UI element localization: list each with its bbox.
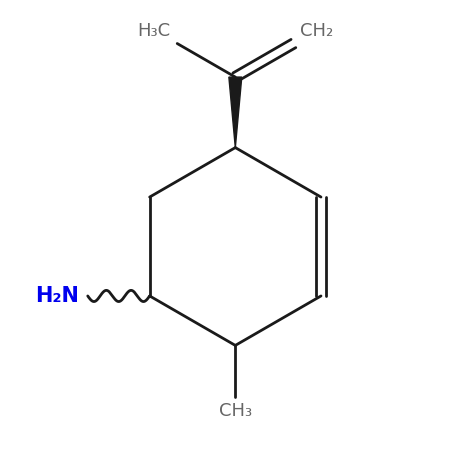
Text: CH₂: CH₂	[300, 22, 333, 40]
Text: CH₃: CH₃	[219, 402, 252, 420]
Polygon shape	[229, 77, 242, 148]
Text: H₂N: H₂N	[35, 286, 79, 306]
Text: H₃C: H₃C	[137, 22, 171, 40]
